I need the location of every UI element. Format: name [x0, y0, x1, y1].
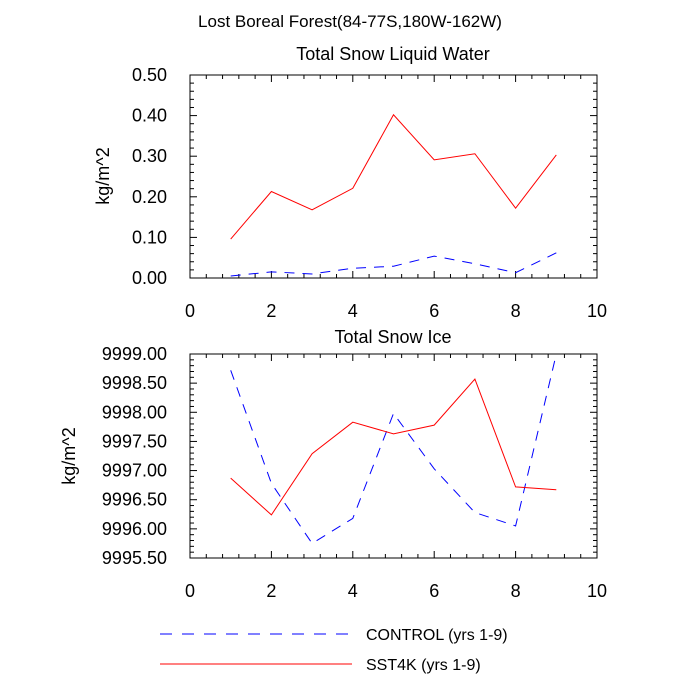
x-tick-label: 8 [511, 581, 521, 601]
y-tick-label: 0.40 [132, 106, 167, 126]
x-tick-label: 2 [266, 581, 276, 601]
y-tick-label: 9997.00 [102, 461, 167, 481]
x-tick-label: 6 [429, 581, 439, 601]
legend: CONTROL (yrs 1-9) SST4K (yrs 1-9) [160, 627, 508, 674]
series-line-sst4k [230, 113, 557, 240]
y-tick-label: 9998.00 [102, 402, 167, 422]
plot-frame [189, 353, 598, 559]
x-tick-label: 0 [185, 581, 195, 601]
x-tick-label: 10 [587, 301, 607, 321]
chart-title: Total Snow Liquid Water [296, 44, 489, 64]
series-line-control [230, 353, 557, 545]
series-line-sst4k [230, 378, 557, 516]
figure-title: Lost Boreal Forest(84-77S,180W-162W) [198, 12, 502, 31]
y-axis-label: kg/m^2 [59, 427, 79, 484]
chart-total-snow-ice: Total Snow Ice kg/m^2 0 2 4 6 8 10 9995.50 9996… [59, 327, 607, 601]
y-tick-label: 0.00 [132, 268, 167, 288]
legend-sst4k-label: SST4K (yrs 1-9) [366, 657, 481, 674]
legend-control-label: CONTROL (yrs 1-9) [366, 627, 508, 644]
chart-total-snow-liquid-water: Total Snow Liquid Water kg/m^2 0 2 4 6 8 10 0.… [93, 44, 607, 321]
plot-frame [189, 74, 598, 279]
y-tick-label: 9996.00 [102, 519, 167, 539]
y-tick-label: 9997.50 [102, 431, 167, 451]
y-axis-label: kg/m^2 [93, 147, 113, 204]
series-line-control [230, 252, 557, 277]
y-tick-label: 9998.50 [102, 373, 167, 393]
y-tick-label: 9995.50 [102, 548, 167, 568]
y-tick-label: 0.10 [132, 227, 167, 247]
y-tick-label: 0.30 [132, 146, 167, 166]
chart-title: Total Snow Ice [334, 327, 451, 347]
x-tick-label: 2 [266, 301, 276, 321]
x-tick-label: 6 [429, 301, 439, 321]
y-tick-label: 0.20 [132, 187, 167, 207]
y-tick-label: 9999.00 [102, 344, 167, 364]
x-tick-label: 4 [348, 301, 358, 321]
x-tick-label: 10 [587, 581, 607, 601]
x-tick-label: 4 [348, 581, 358, 601]
y-tick-label: 0.50 [132, 65, 167, 85]
x-tick-label: 8 [511, 301, 521, 321]
x-tick-label: 0 [185, 301, 195, 321]
y-tick-label: 9996.50 [102, 490, 167, 510]
